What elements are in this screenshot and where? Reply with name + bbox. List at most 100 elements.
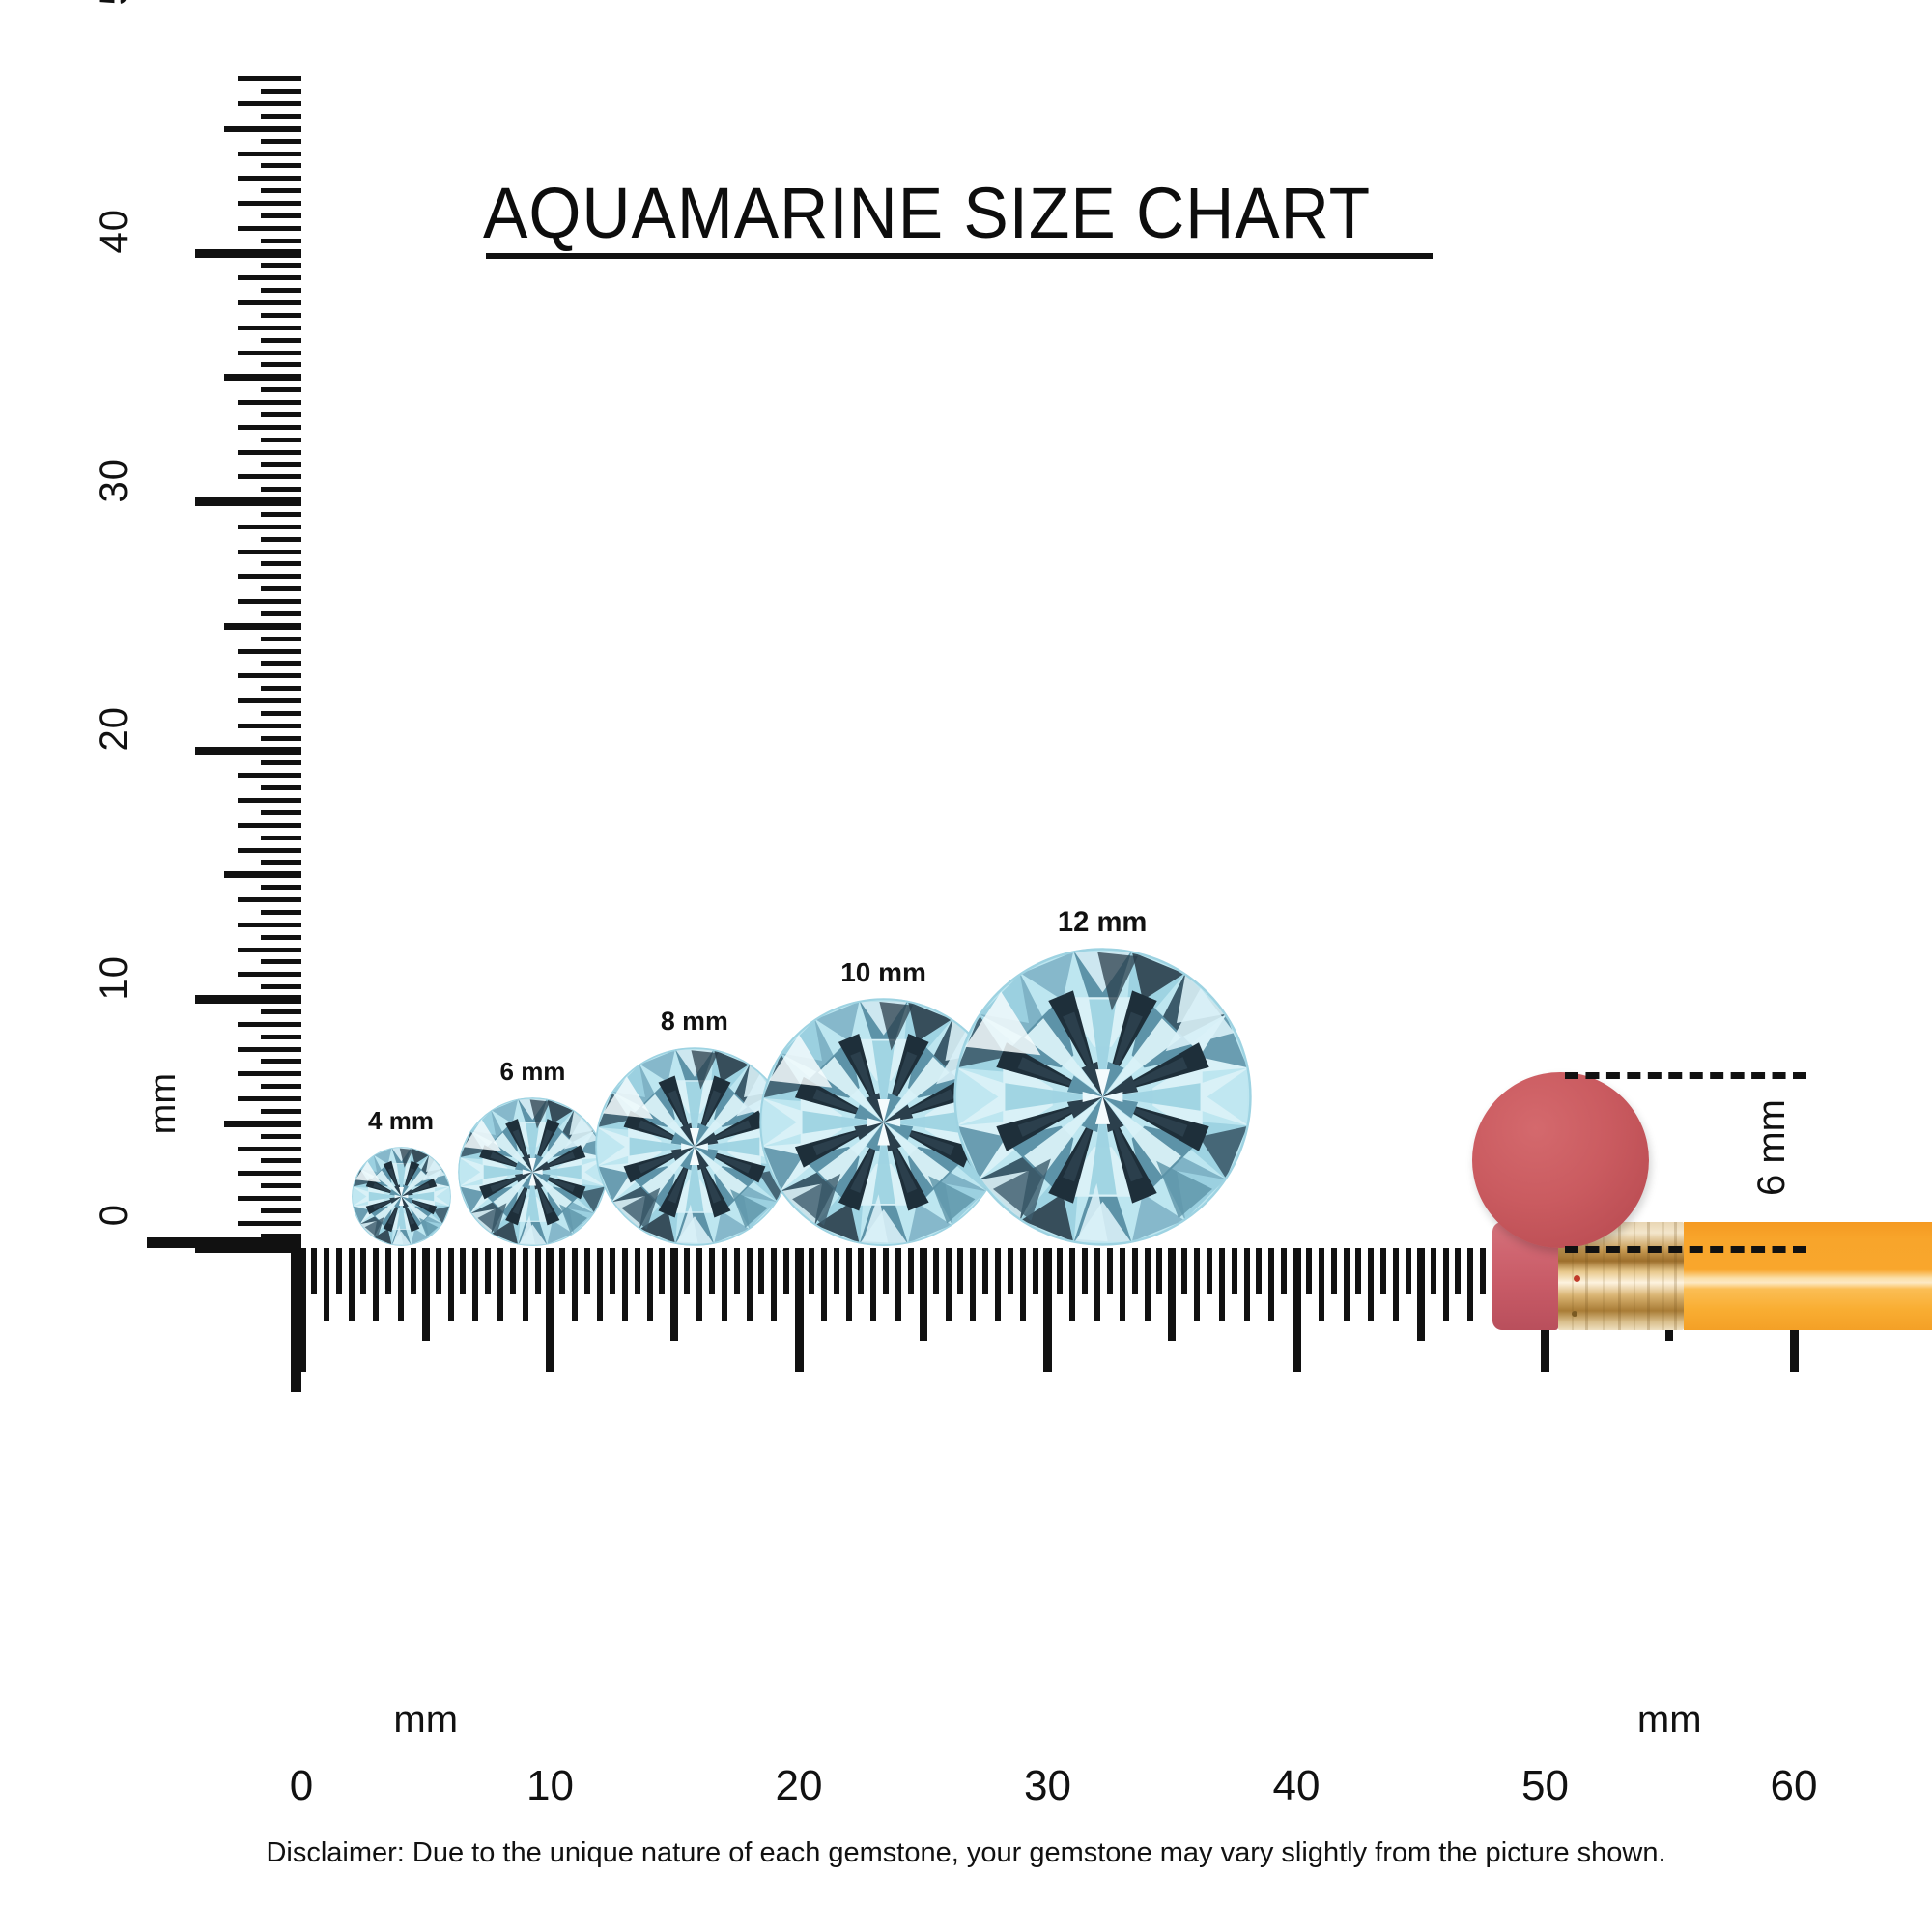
horizontal-ruler-tick: [1467, 1248, 1474, 1321]
horizontal-ruler-tick: [733, 1248, 740, 1294]
vertical-ruler-tick: [261, 1084, 301, 1090]
horizontal-ruler-tick: [1455, 1248, 1462, 1294]
horizontal-ruler-tick: [957, 1248, 964, 1294]
vertical-ruler-tick: [238, 972, 301, 978]
horizontal-ruler-tick: [1256, 1248, 1263, 1294]
vertical-ruler-tick: [195, 1243, 301, 1253]
horizontal-ruler-tick: [982, 1248, 989, 1294]
horizontal-ruler-tick: [1007, 1248, 1013, 1294]
pencil-body: [1684, 1222, 1932, 1330]
vertical-ruler-tick: [261, 611, 301, 616]
vertical-ruler-tick: [195, 497, 301, 506]
vertical-ruler-tick: [261, 437, 301, 442]
horizontal-ruler-tick: [845, 1248, 852, 1321]
vertical-ruler-tick: [238, 76, 301, 82]
horizontal-ruler-tick: [421, 1248, 430, 1341]
horizontal-ruler-tick: [945, 1248, 952, 1321]
horizontal-ruler-tick: [1355, 1248, 1362, 1294]
vertical-ruler-tick: [261, 636, 301, 641]
vertical-ruler-tick: [261, 909, 301, 915]
vertical-ruler-tick: [261, 312, 301, 318]
horizontal-ruler-tick: [534, 1248, 541, 1294]
vertical-ruler-tick: [238, 151, 301, 156]
gemstone-4mm: [351, 1147, 451, 1246]
horizontal-ruler-tick: [1405, 1248, 1411, 1294]
vertical-ruler-tick: [238, 599, 301, 604]
pencil-ferrule-crimp-dot: [1572, 1311, 1577, 1317]
dimension-line-top: [1565, 1071, 1806, 1079]
vertical-ruler-tick: [261, 138, 301, 144]
vertical-ruler-tick: [261, 1133, 301, 1139]
horizontal-ruler-tick: [398, 1248, 404, 1321]
horizontal-ruler-tick: [1480, 1248, 1487, 1294]
horizontal-ruler-tick: [634, 1248, 640, 1294]
vertical-ruler-tick: [238, 176, 301, 182]
horizontal-ruler-tick: [1194, 1248, 1200, 1321]
horizontal-ruler-tick: [485, 1248, 492, 1294]
vertical-ruler-tick: [261, 1233, 301, 1238]
vertical-ruler-tick: [261, 511, 301, 517]
horizontal-ruler-tick: [472, 1248, 479, 1321]
horizontal-axis-label: 0: [289, 1762, 314, 1809]
pencil-ferrule-ridge: [1634, 1222, 1635, 1330]
page-title: AQUAMARINE SIZE CHART: [483, 173, 1371, 253]
vertical-ruler-tick: [195, 995, 301, 1004]
vertical-ruler-tick: [261, 89, 301, 95]
vertical-ruler-tick: [238, 897, 301, 902]
horizontal-ruler-tick: [858, 1248, 865, 1294]
vertical-ruler-tick: [261, 785, 301, 791]
horizontal-ruler-tick: [597, 1248, 603, 1321]
gemstone-12mm: [952, 948, 1252, 1246]
horizontal-ruler-tick: [1156, 1248, 1163, 1294]
horizontal-axis-label: 60: [1770, 1762, 1818, 1809]
vertical-ruler-tick: [261, 959, 301, 965]
vertical-ruler-tick: [261, 487, 301, 493]
pencil-ferrule-ridge: [1647, 1222, 1650, 1330]
horizontal-axis-label: 40: [1272, 1762, 1321, 1809]
horizontal-ruler-tick: [360, 1248, 367, 1294]
vertical-ruler-tick: [261, 1059, 301, 1065]
gemstone-8mm: [595, 1047, 794, 1246]
horizontal-ruler-tick: [1094, 1248, 1100, 1321]
horizontal-ruler-tick: [1057, 1248, 1064, 1294]
vertical-ruler-tick: [224, 871, 301, 879]
vertical-ruler-tick: [261, 238, 301, 243]
eraser-dimension-label: 6 mm: [1750, 1098, 1793, 1196]
gemstone-label-10mm: 10 mm: [840, 956, 926, 987]
vertical-ruler-tick: [261, 760, 301, 766]
horizontal-ruler-tick: [870, 1248, 877, 1321]
vertical-ruler-tick: [261, 337, 301, 343]
vertical-ruler-tick: [261, 810, 301, 815]
vertical-ruler-tick: [238, 648, 301, 654]
vertical-ruler-tick: [238, 1196, 301, 1201]
vertical-ruler-tick: [261, 934, 301, 940]
vertical-ruler-tick: [261, 661, 301, 667]
horizontal-ruler-tick: [1330, 1248, 1337, 1294]
horizontal-ruler-tick: [323, 1248, 329, 1321]
horizontal-axis-label: 10: [526, 1762, 574, 1809]
vertical-ruler-tick: [261, 113, 301, 119]
horizontal-ruler-tick: [771, 1248, 778, 1321]
horizontal-ruler-tick: [410, 1248, 416, 1294]
vertical-ruler-tick: [238, 698, 301, 703]
horizontal-ruler-tick: [696, 1248, 702, 1321]
vertical-ruler-tick: [261, 188, 301, 194]
horizontal-ruler-tick: [1231, 1248, 1237, 1294]
horizontal-ruler-tick: [497, 1248, 503, 1321]
pencil-ferrule-crimp-dot: [1574, 1275, 1580, 1282]
pencil-ferrule-ridge: [1585, 1222, 1588, 1330]
vertical-ruler-tick: [261, 362, 301, 368]
vertical-ruler-tick: [238, 1220, 301, 1226]
gemstone-label-4mm: 4 mm: [368, 1106, 434, 1135]
vertical-ruler-tick: [261, 1158, 301, 1164]
horizontal-ruler-tick: [509, 1248, 516, 1294]
ruler-corner-vertical: [291, 1237, 301, 1392]
horizontal-ruler-tick: [1318, 1248, 1324, 1321]
vertical-ruler-tick: [238, 1171, 301, 1177]
horizontal-ruler-tick: [584, 1248, 591, 1294]
horizontal-ruler-tick: [1430, 1248, 1436, 1294]
horizontal-ruler-tick: [559, 1248, 566, 1294]
horizontal-ruler-tick: [1393, 1248, 1399, 1321]
vertical-ruler-tick: [238, 474, 301, 480]
